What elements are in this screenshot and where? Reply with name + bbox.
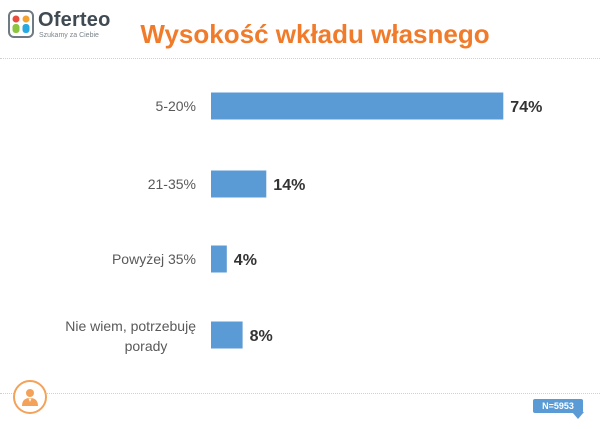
category-label-3: Nie wiem, potrzebuję porady (65, 318, 196, 354)
bar-3 (211, 321, 243, 349)
category-label-2: Powyżej 35% (112, 251, 196, 267)
value-label-3: 8% (250, 328, 273, 345)
person-icon (22, 389, 38, 406)
chart-title: Wysokość wkładu własnego (140, 19, 490, 49)
divider-top (0, 58, 600, 59)
value-label-2: 4% (234, 252, 257, 269)
sample-size-badge: N=5953 (533, 399, 583, 413)
brand-logo-icon (8, 10, 34, 38)
category-label-1: 21-35% (148, 176, 196, 192)
bar-0 (211, 92, 504, 120)
value-label-0: 74% (510, 99, 542, 116)
brand-tagline: Szukamy za Ciebie (39, 32, 99, 39)
category-label-0: 5-20% (156, 98, 196, 114)
brand-name: Oferteo (38, 9, 111, 31)
sample-size-badge-tail (572, 412, 584, 419)
value-label-1: 14% (273, 177, 305, 194)
divider-bottom (0, 393, 600, 394)
brand-logo: Oferteo Szukamy za Ciebie (8, 9, 118, 43)
avatar (13, 380, 47, 414)
bar-1 (211, 170, 267, 198)
bar-2 (211, 245, 227, 273)
